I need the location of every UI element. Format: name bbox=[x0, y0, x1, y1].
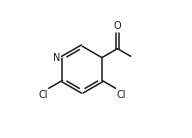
Text: Cl: Cl bbox=[39, 90, 48, 100]
Text: Cl: Cl bbox=[116, 90, 126, 100]
Text: N: N bbox=[53, 53, 61, 63]
Text: O: O bbox=[114, 21, 121, 31]
